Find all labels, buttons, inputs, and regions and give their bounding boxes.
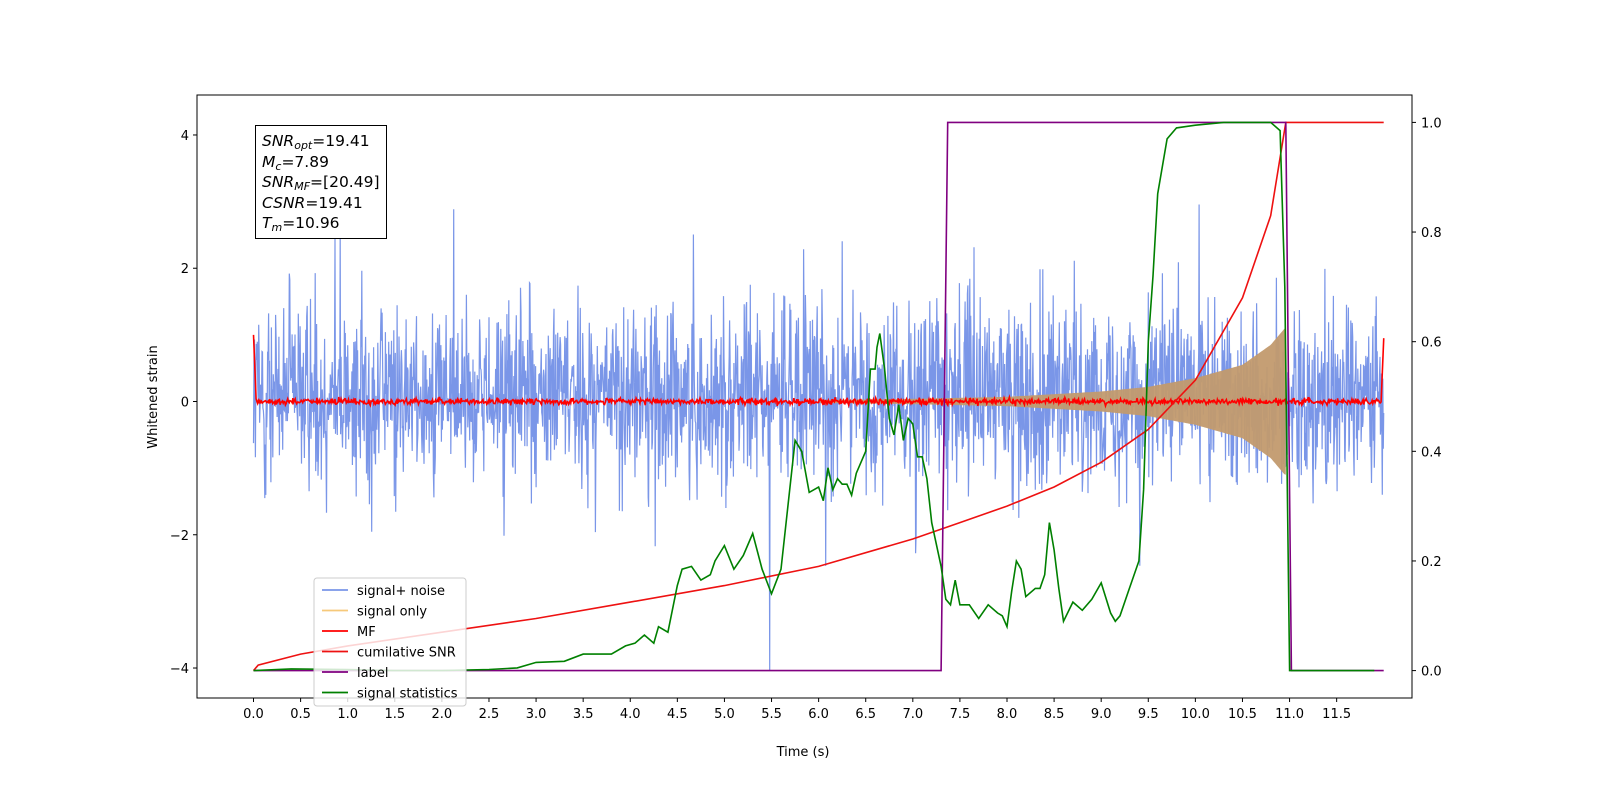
legend-entry: signal statistics <box>357 687 458 702</box>
legend-entry: signal+ noise <box>357 584 445 599</box>
stats-annotation-box: SNRopt=19.41 Mc=7.89 SNRMF=[20.49] CSNR=… <box>255 125 387 239</box>
legend-entry: signal only <box>357 605 427 620</box>
y-tick-label: 0 <box>181 395 189 410</box>
legend-box <box>313 577 467 707</box>
y-tick-label: −4 <box>170 662 189 677</box>
snr-mf-line: SNRMF=[20.49] <box>262 173 380 193</box>
y2-tick-label: 0.0 <box>1421 665 1442 680</box>
x-tick-label: 0.0 <box>243 707 264 722</box>
axes-frame <box>196 94 1413 699</box>
x-tick-label: 2.0 <box>432 707 453 722</box>
y-tick-label: −2 <box>170 529 189 544</box>
series-mf <box>252 334 1385 409</box>
legend-entry: label <box>357 666 388 681</box>
mc-line: Mc=7.89 <box>262 152 329 173</box>
y2-tick-label: 0.6 <box>1421 336 1442 351</box>
x-tick-label: 3.0 <box>526 707 547 722</box>
y-tick-label: 2 <box>181 262 189 277</box>
x-tick-label: 7.0 <box>902 707 923 722</box>
tm-line: Tm=10.96 <box>262 214 340 234</box>
x-tick-label: 11.0 <box>1275 707 1304 722</box>
x-tick-label: 6.5 <box>855 707 876 722</box>
y2-tick-label: 0.8 <box>1421 226 1442 241</box>
axes: 0.0 0.5 1.0 1.5 2.0 2.5 3.0 3.5 4.0 4.5 5.0 5.5 6.0 6… <box>170 94 1442 722</box>
series-signal-statistics <box>253 121 1375 672</box>
y2-tick-label: 0.2 <box>1421 555 1442 570</box>
csnr-line: CSNR=19.41 <box>262 193 363 212</box>
x-tick-label: 5.0 <box>714 707 735 722</box>
y2-tick-label: 1.0 <box>1421 116 1442 131</box>
x-tick-label: 2.5 <box>479 707 500 722</box>
y-axis-label: Whitened strain <box>146 345 161 448</box>
y2-tick-label: 0.4 <box>1421 445 1442 460</box>
x-axis-label: Time (s) <box>776 745 830 760</box>
x-tick-label: 1.0 <box>337 707 358 722</box>
legend-entry: MF <box>357 625 376 640</box>
series-signal-noise <box>252 204 1385 671</box>
x-tick-label: 1.5 <box>384 707 405 722</box>
x-tick-label: 4.5 <box>667 707 688 722</box>
x-tick-label: 9.5 <box>1138 707 1159 722</box>
legend-entry: cumilative SNR <box>357 646 456 661</box>
x-tick-label: 11.5 <box>1322 707 1351 722</box>
x-tick-label: 10.0 <box>1181 707 1210 722</box>
x-tick-label: 0.5 <box>290 707 311 722</box>
x-tick-label: 4.0 <box>620 707 641 722</box>
x-tick-label: 8.5 <box>1044 707 1065 722</box>
x-tick-label: 7.5 <box>950 707 971 722</box>
x-tick-label: 5.5 <box>761 707 782 722</box>
x-tick-label: 9.0 <box>1091 707 1112 722</box>
snr-opt-line: SNRopt=19.41 <box>262 132 370 152</box>
x-tick-label: 6.0 <box>808 707 829 722</box>
y-tick-label: 4 <box>181 129 189 144</box>
legend: signal+ noise signal only MF cumilative SNR… <box>313 577 467 707</box>
x-tick-label: 10.5 <box>1228 707 1257 722</box>
x-tick-label: 8.0 <box>997 707 1018 722</box>
x-tick-label: 3.5 <box>573 707 594 722</box>
